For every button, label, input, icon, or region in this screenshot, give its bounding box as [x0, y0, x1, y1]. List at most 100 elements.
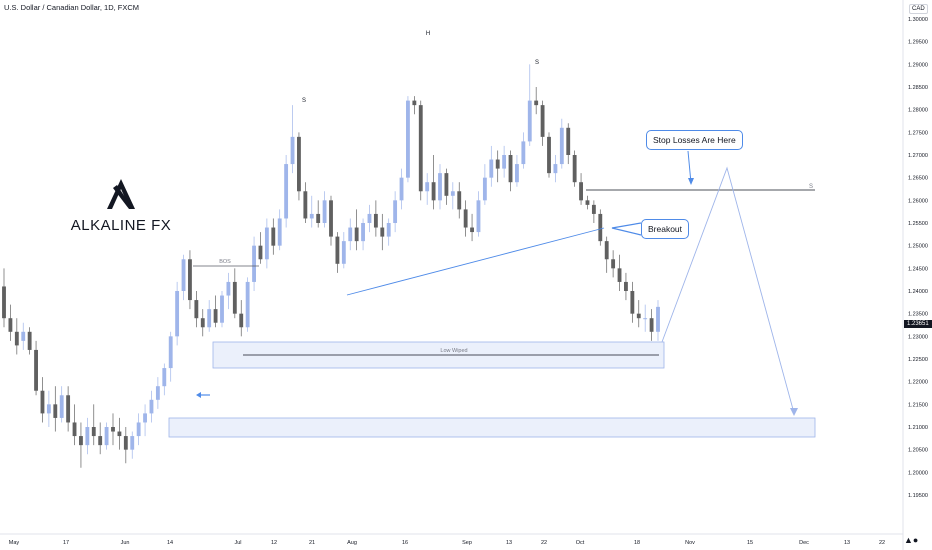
candle	[444, 168, 449, 205]
candle-body	[393, 200, 398, 223]
x-tick-label: Sep	[462, 540, 472, 546]
candle	[534, 87, 539, 115]
candle-body	[380, 227, 385, 237]
candle	[624, 272, 628, 301]
logo-mark-icon	[107, 179, 135, 209]
candle-body	[200, 318, 205, 328]
candle	[386, 218, 391, 246]
x-tick-label: Dec	[799, 540, 809, 546]
y-tick-label: 1.28500	[908, 85, 928, 91]
candle	[194, 291, 199, 328]
projection-arrowhead	[790, 408, 798, 416]
candle	[252, 236, 256, 291]
candle	[591, 200, 596, 223]
candle	[14, 318, 19, 355]
candle	[559, 118, 564, 169]
candle-body	[547, 136, 551, 174]
candle	[585, 195, 590, 210]
candle-body	[21, 331, 26, 341]
candle	[380, 213, 385, 251]
candle	[149, 390, 154, 423]
candle	[649, 309, 654, 341]
candle	[373, 200, 378, 237]
candle-body	[297, 136, 301, 192]
candle-body	[354, 227, 359, 242]
candle	[367, 204, 372, 233]
candle-body	[630, 291, 635, 314]
candle-body	[46, 404, 51, 414]
candle-body	[284, 164, 289, 219]
currency-badge[interactable]: CAD	[909, 4, 928, 14]
candle-body	[277, 218, 282, 246]
candle	[213, 295, 218, 328]
candle	[335, 232, 340, 273]
candle-body	[34, 349, 38, 391]
candle-body	[123, 436, 128, 450]
candle	[21, 322, 26, 350]
candle	[431, 155, 436, 210]
candle-body	[98, 436, 103, 446]
candle	[482, 164, 487, 205]
candle-body	[604, 241, 609, 260]
x-tick-label: 14	[167, 540, 173, 546]
candle-body	[316, 213, 321, 223]
candle-body	[617, 268, 622, 282]
candle	[239, 300, 244, 337]
candle-body	[85, 427, 90, 446]
candle-body	[271, 227, 276, 246]
candle-body	[495, 159, 500, 169]
candle-body	[66, 395, 71, 423]
candle	[98, 422, 103, 455]
x-tick-label: 13	[844, 540, 850, 546]
y-tick-label: 1.21500	[908, 402, 928, 408]
candle	[540, 100, 545, 146]
candle-body	[386, 223, 391, 237]
marker-s-left: S	[302, 98, 306, 104]
candle-body	[431, 182, 436, 201]
y-tick-label: 1.30000	[908, 17, 928, 23]
candle	[572, 150, 577, 187]
x-tick-label: Jun	[121, 540, 130, 546]
candle	[303, 182, 308, 223]
candle	[258, 232, 263, 264]
candle-body	[559, 127, 564, 165]
candle	[322, 191, 327, 228]
candle	[232, 268, 237, 319]
candle-body	[643, 318, 648, 320]
candle	[354, 209, 359, 251]
y-tick-label: 1.24500	[908, 266, 928, 272]
support-arrow-head	[196, 392, 201, 398]
candle-body	[232, 281, 237, 314]
x-tick-label: 12	[271, 540, 277, 546]
candle-body	[598, 213, 603, 242]
y-tick-label: 1.27000	[908, 153, 928, 159]
x-tick-label: Aug	[347, 540, 357, 546]
marker-s-right: S	[535, 60, 539, 66]
candle	[348, 218, 353, 251]
candle	[361, 218, 365, 251]
candle	[412, 96, 417, 115]
candle-body	[8, 318, 13, 332]
candle	[579, 173, 583, 205]
candle	[53, 386, 58, 432]
candle	[277, 209, 282, 251]
candle	[399, 168, 404, 210]
candle-body	[252, 245, 256, 282]
candle-body	[508, 155, 513, 183]
trendline	[346, 227, 605, 296]
candle	[598, 209, 603, 246]
candle-body	[111, 427, 115, 432]
candle	[515, 155, 519, 187]
candle	[59, 386, 64, 423]
candle	[2, 268, 6, 328]
candle-body	[527, 100, 532, 142]
y-tick-label: 1.26000	[908, 198, 928, 204]
candle-body	[361, 223, 365, 242]
candle-body	[303, 191, 308, 219]
y-tick-label: 1.28000	[908, 108, 928, 114]
y-tick-label: 1.29000	[908, 62, 928, 68]
candle-body	[406, 100, 410, 178]
alkaline-fx-logo: ALKALINE FX	[66, 178, 176, 234]
y-tick-label: 1.23000	[908, 334, 928, 340]
